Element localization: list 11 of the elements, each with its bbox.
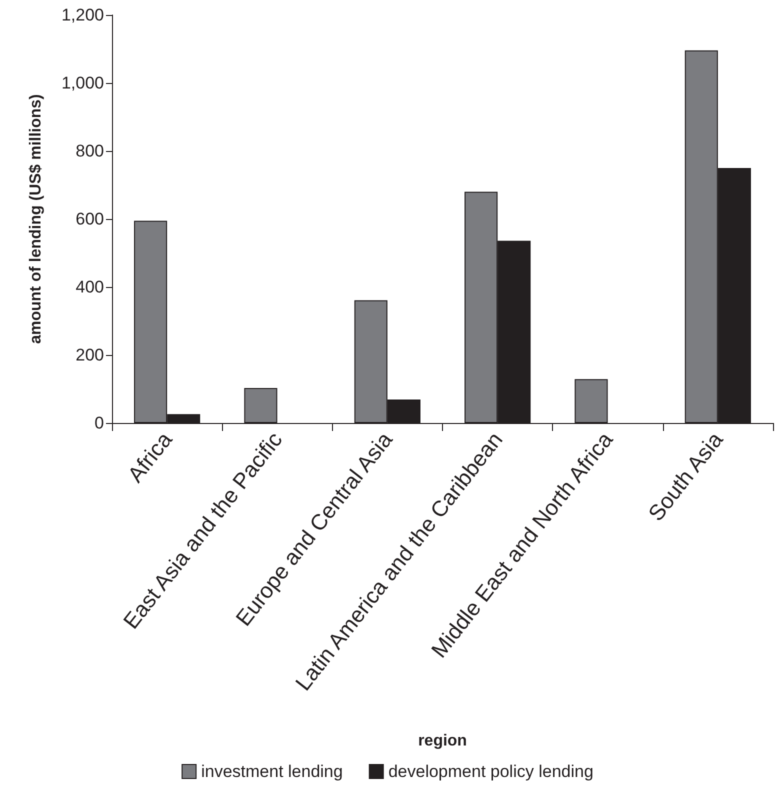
y-tick-label: 200 [76,346,104,364]
y-tick-label: 0 [94,414,104,432]
legend-label: development policy lending [388,762,594,781]
x-axis-title: region [418,732,467,750]
legend-label: investment lending [201,762,343,781]
y-tick-label: 600 [76,210,104,228]
y-tick-label: 800 [76,142,104,160]
y-tick-label: 1,000 [61,74,104,92]
y-axis-title: amount of lending (US$ millions) [28,94,44,344]
y-tick-label: 400 [76,278,104,296]
y-tick-label: 1,200 [61,6,104,24]
